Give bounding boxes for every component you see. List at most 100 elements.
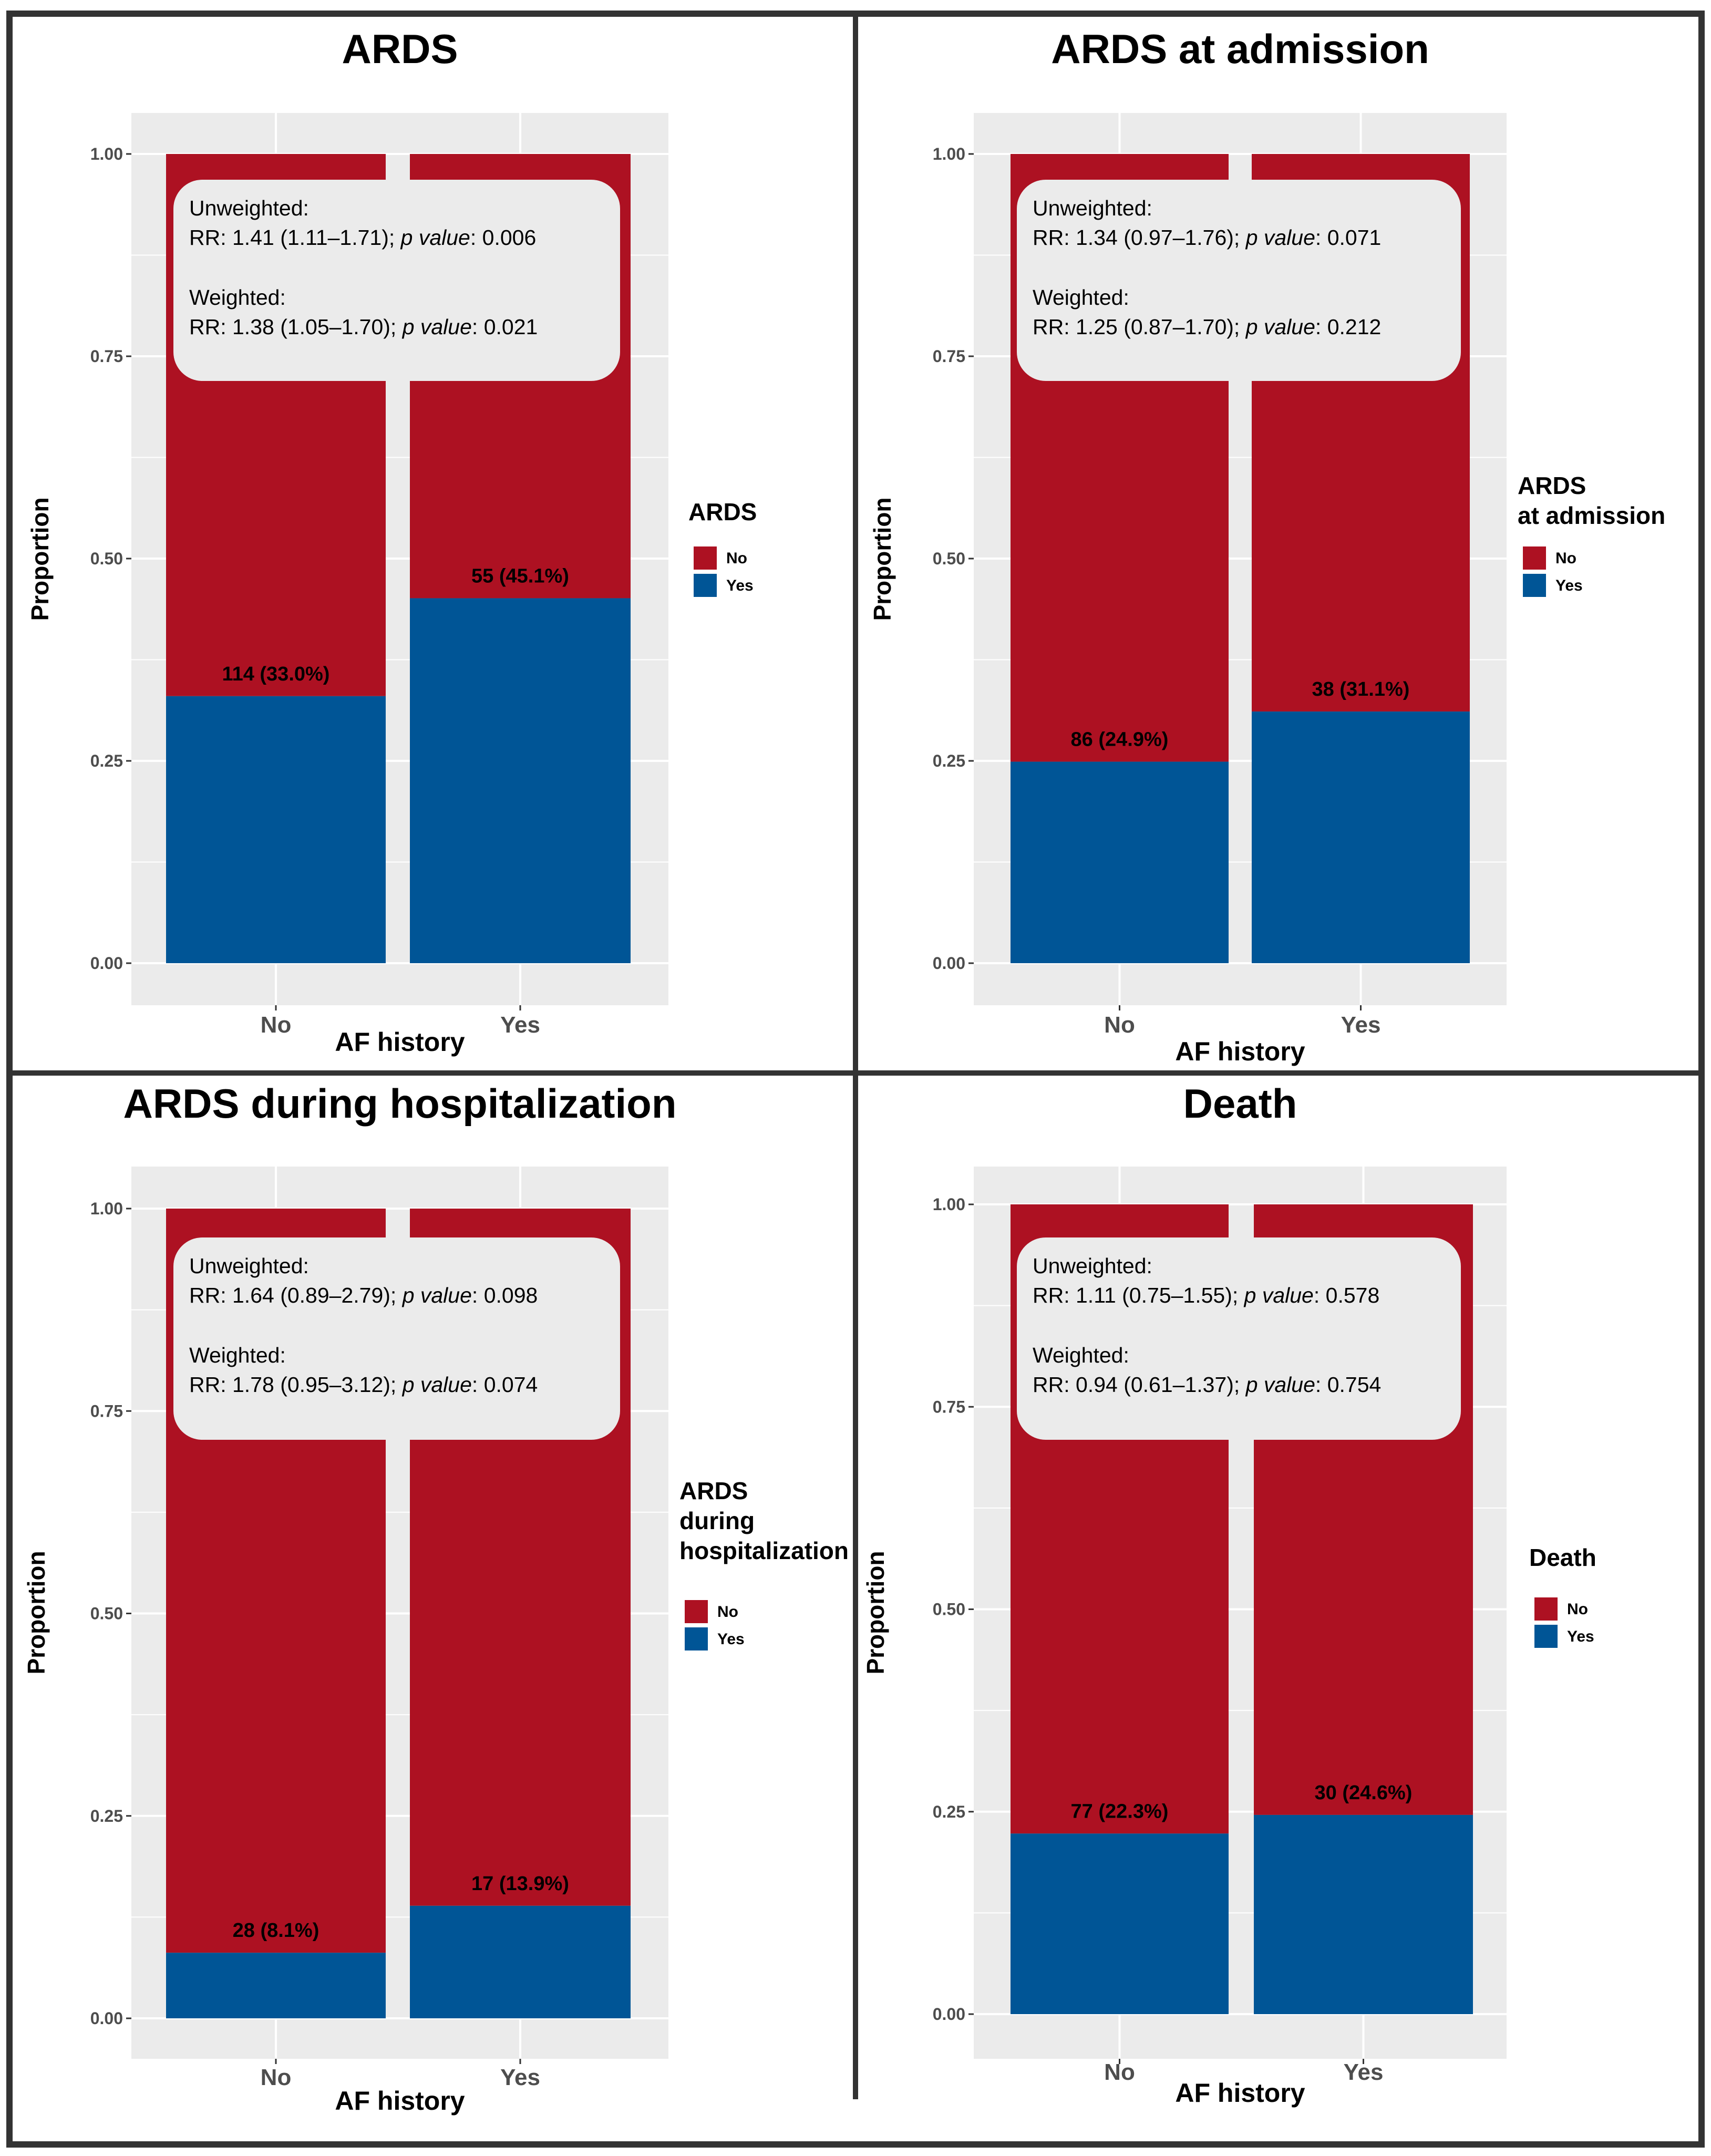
legend-label-no: No <box>1567 1601 1588 1618</box>
p-value-label: p value <box>1245 315 1315 339</box>
rr-annotation-box <box>173 1237 620 1440</box>
x-tick-label: Yes <box>1341 1012 1381 1038</box>
y-tick-label: 1.00 <box>90 1199 123 1218</box>
unweighted-rr-line: RR: 1.34 (0.97–1.76); p value: 0.071 <box>1033 225 1381 250</box>
legend: ARDS during hospitalization No Yes <box>679 1477 849 1650</box>
legend-swatch-no <box>1534 1597 1558 1621</box>
bar-value-label: 38 (31.1%) <box>1312 678 1410 700</box>
legend-swatch-yes <box>694 574 717 597</box>
rr-annotation-box <box>1017 1237 1461 1440</box>
legend-title: at admission <box>1518 502 1665 529</box>
legend-label-yes: Yes <box>726 577 754 594</box>
y-tick-label: 0.00 <box>90 954 123 973</box>
x-axis-label: AF history <box>1175 1037 1305 1066</box>
weighted-rr-value: RR: 1.38 (1.05–1.70); <box>189 315 403 339</box>
weighted-rr-value: RR: 1.78 (0.95–3.12); <box>189 1373 403 1397</box>
bar-yes-no <box>1011 1833 1229 2014</box>
legend-swatch-yes <box>1523 574 1546 597</box>
rr-annotation-box <box>173 180 620 381</box>
bar-yes-no <box>166 696 386 963</box>
chart-panel-3: ARDS during hospitalization 0.00 0.25 0.50 0… <box>23 1080 849 2116</box>
p-value-label: p value <box>401 315 472 339</box>
y-tick-label: 0.50 <box>90 1604 123 1623</box>
legend-label-no: No <box>1555 550 1576 567</box>
y-tick-label: 0.00 <box>933 954 965 973</box>
bar-yes-yes <box>1252 711 1470 963</box>
p-value-label: p value <box>1243 1283 1314 1307</box>
bar-value-label: 30 (24.6%) <box>1315 1782 1413 1804</box>
y-tick-label: 0.00 <box>90 2009 123 2028</box>
unweighted-rr-line: RR: 1.64 (0.89–2.79); p value: 0.098 <box>189 1283 538 1307</box>
unweighted-rr-line: RR: 1.11 (0.75–1.55); p value: 0.578 <box>1033 1283 1379 1307</box>
x-axis-label: AF history <box>1175 2078 1305 2108</box>
weighted-label: Weighted: <box>1033 1343 1129 1367</box>
unweighted-p-value: 0.006 <box>482 225 537 250</box>
y-tick-label: 0.50 <box>90 549 123 568</box>
y-axis-label: Proportion <box>26 497 54 621</box>
panel-title: ARDS during hospitalization <box>123 1080 677 1127</box>
legend-title: during <box>679 1507 755 1534</box>
x-axis-label: AF history <box>335 2086 465 2116</box>
unweighted-label: Unweighted: <box>189 1254 309 1278</box>
panel-title: Death <box>1183 1080 1297 1127</box>
weighted-rr-line: RR: 1.38 (1.05–1.70); p value: 0.021 <box>189 315 538 339</box>
y-tick-label: 0.75 <box>933 347 965 366</box>
unweighted-rr-value: RR: 1.34 (0.97–1.76); <box>1033 225 1246 250</box>
legend: Death No Yes <box>1529 1544 1596 1648</box>
weighted-rr-value: RR: 1.25 (0.87–1.70); <box>1033 315 1246 339</box>
weighted-p-value: 0.212 <box>1327 315 1382 339</box>
p-value-label: p value <box>401 1373 472 1397</box>
y-axis-label: Proportion <box>862 1551 889 1674</box>
unweighted-label: Unweighted: <box>189 196 309 220</box>
legend: ARDS No Yes <box>688 498 757 597</box>
weighted-p-value: 0.754 <box>1327 1373 1382 1397</box>
unweighted-label: Unweighted: <box>1033 196 1152 220</box>
legend-title: ARDS <box>688 498 757 525</box>
y-tick-label: 0.75 <box>90 347 123 366</box>
unweighted-p-value: 0.578 <box>1326 1283 1380 1307</box>
legend-swatch-yes <box>685 1627 708 1650</box>
panel-title: ARDS at admission <box>1051 26 1429 72</box>
legend: ARDS at admission No Yes <box>1518 472 1665 597</box>
x-tick-label: No <box>261 1012 292 1038</box>
y-tick-label: 1.00 <box>933 1195 965 1214</box>
bar-yes-no <box>166 1953 386 2018</box>
x-tick-label: Yes <box>500 1012 540 1038</box>
weighted-label: Weighted: <box>189 285 286 310</box>
y-tick-label: 1.00 <box>933 145 965 163</box>
p-value-colon: : <box>472 1283 484 1307</box>
p-value-label: p value <box>1245 1373 1315 1397</box>
y-tick-label: 0.75 <box>90 1401 123 1420</box>
weighted-rr-value: RR: 0.94 (0.61–1.37); <box>1033 1373 1246 1397</box>
bar-value-label: 114 (33.0%) <box>222 663 330 685</box>
p-value-label: p value <box>400 225 470 250</box>
y-axis-label: Proportion <box>869 497 896 621</box>
bar-value-label: 77 (22.3%) <box>1071 1800 1169 1822</box>
p-value-label: p value <box>401 1283 472 1307</box>
y-axis-label: Proportion <box>23 1551 50 1674</box>
bar-yes-yes <box>1254 1814 1473 2014</box>
y-tick-label: 1.00 <box>90 145 123 163</box>
weighted-label: Weighted: <box>1033 285 1129 310</box>
bar-yes-yes <box>410 598 631 963</box>
p-value-colon: : <box>1315 1373 1327 1397</box>
legend-label-yes: Yes <box>1555 577 1583 594</box>
p-value-colon: : <box>1315 315 1327 339</box>
bar-value-label: 17 (13.9%) <box>471 1873 569 1895</box>
x-tick-label: No <box>261 2065 292 2090</box>
unweighted-rr-value: RR: 1.64 (0.89–2.79); <box>189 1283 403 1307</box>
legend-title: hospitalization <box>679 1537 849 1564</box>
x-tick-label: No <box>1104 1012 1135 1038</box>
p-value-colon: : <box>470 225 482 250</box>
legend-label-no: No <box>717 1603 738 1621</box>
unweighted-p-value: 0.098 <box>484 1283 538 1307</box>
legend-swatch-no <box>694 546 717 570</box>
weighted-rr-line: RR: 1.78 (0.95–3.12); p value: 0.074 <box>189 1373 538 1397</box>
bar-yes-no <box>1011 761 1229 963</box>
unweighted-rr-line: RR: 1.41 (1.11–1.71); p value: 0.006 <box>189 225 536 250</box>
y-tick-label: 0.25 <box>90 1807 123 1825</box>
y-tick-label: 0.25 <box>90 751 123 770</box>
y-tick-label: 0.50 <box>933 1600 965 1619</box>
weighted-rr-line: RR: 1.25 (0.87–1.70); p value: 0.212 <box>1033 315 1381 339</box>
